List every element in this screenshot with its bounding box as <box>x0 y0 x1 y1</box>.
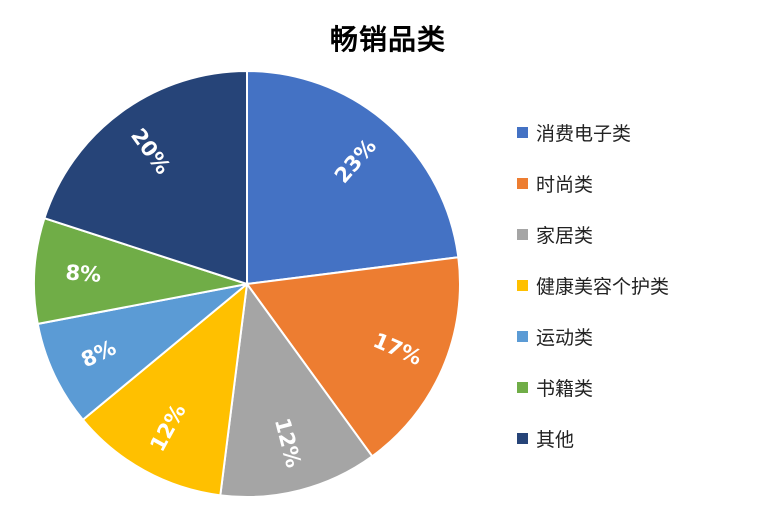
legend-label: 家居类 <box>536 225 594 247</box>
legend-swatch <box>517 127 528 138</box>
legend-swatch <box>517 280 528 291</box>
legend-item: 健康美容个护类 <box>517 260 767 311</box>
legend-swatch <box>517 178 528 189</box>
legend-item: 运动类 <box>517 311 767 362</box>
legend-swatch <box>517 331 528 342</box>
legend-item: 时尚类 <box>517 158 767 209</box>
legend-item: 消费电子类 <box>517 107 767 158</box>
pie-slice <box>245 256 461 458</box>
legend-swatch <box>517 229 528 240</box>
legend-item: 书籍类 <box>517 362 767 413</box>
pie-slice <box>246 69 460 286</box>
legend-label: 其他 <box>536 429 575 451</box>
legend-item: 家居类 <box>517 209 767 260</box>
legend-swatch <box>517 433 528 444</box>
legend-label: 运动类 <box>536 327 594 349</box>
legend-item: 其他 <box>517 413 767 464</box>
pie-slice <box>36 283 248 422</box>
legend-label: 书籍类 <box>536 378 594 400</box>
legend-swatch <box>517 382 528 393</box>
pie-slice <box>219 281 374 498</box>
pie-slice <box>81 281 249 497</box>
slice-data-label: 8% <box>65 261 102 287</box>
chart-legend: 消费电子类时尚类家居类健康美容个护类 运动类书籍类其他 <box>517 107 767 464</box>
pie-slice <box>43 69 248 286</box>
chart-title: 畅销品类 <box>329 23 446 56</box>
legend-label: 健康美容个护类 <box>536 276 670 298</box>
legend-label: 消费电子类 <box>536 123 632 145</box>
legend-label: 时尚类 <box>536 174 594 196</box>
pie-slice <box>33 216 248 326</box>
